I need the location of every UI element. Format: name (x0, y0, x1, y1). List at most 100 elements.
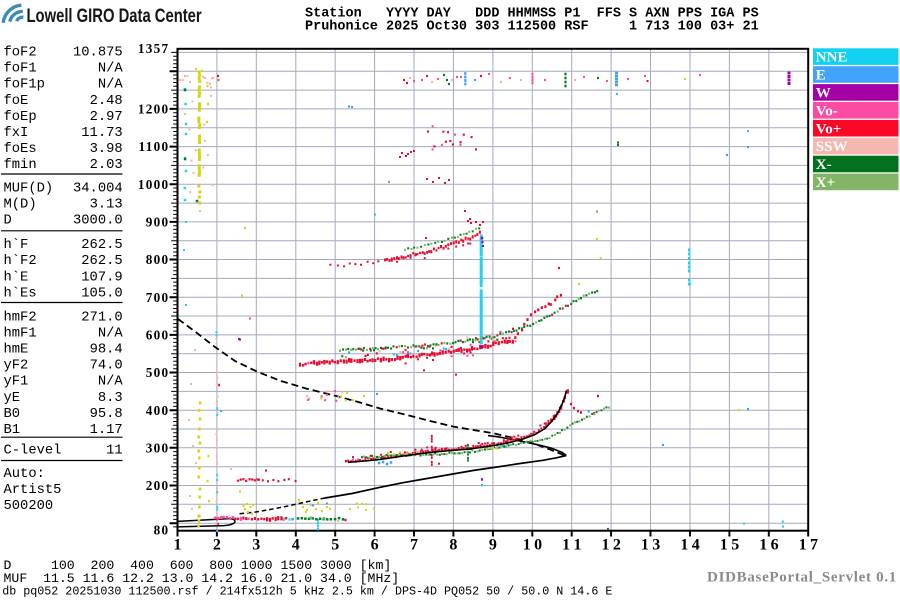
svg-text:1357: 1357 (138, 41, 170, 56)
svg-text:1000: 1000 (138, 177, 170, 192)
svg-text:11: 11 (106, 444, 123, 459)
svg-text:fxI: fxI (4, 125, 29, 141)
svg-text:Lowell GIRO Data Center: Lowell GIRO Data Center (27, 4, 202, 27)
svg-text:N/A: N/A (98, 325, 124, 341)
svg-text:Artist5: Artist5 (4, 482, 62, 498)
svg-text:foE: foE (4, 93, 29, 109)
svg-text:h`Es: h`Es (4, 285, 37, 301)
svg-text:MUF(D): MUF(D) (4, 180, 54, 196)
svg-text:1: 1 (641, 537, 649, 554)
svg-text:700: 700 (146, 290, 170, 305)
svg-text:2.03: 2.03 (90, 158, 123, 173)
svg-text:D: D (4, 214, 12, 229)
svg-text:200: 200 (146, 478, 170, 493)
svg-text:7: 7 (410, 537, 418, 554)
svg-text:yF1: yF1 (4, 375, 29, 390)
svg-text:10.875: 10.875 (73, 46, 123, 61)
svg-text:D 100 200 400 600 800: D 100 200 400 600 800 1000 1500 3000 [km… (4, 558, 392, 573)
svg-text:1: 1 (602, 537, 610, 554)
svg-text:5: 5 (331, 537, 339, 554)
svg-text:N/A: N/A (98, 374, 124, 390)
svg-text:300: 300 (146, 440, 170, 455)
svg-text:foF2: foF2 (4, 45, 37, 61)
svg-text:foEs: foEs (4, 141, 37, 157)
svg-text:yE: yE (4, 391, 21, 406)
svg-text:Vo+: Vo+ (816, 121, 842, 137)
svg-text:Auto:: Auto: (4, 467, 45, 482)
svg-text:Pruhonice 2025 Oct30 303 11250: Pruhonice 2025 Oct30 303 112500 RSF 1 71… (305, 20, 759, 35)
svg-text:400: 400 (146, 403, 170, 418)
svg-text:500: 500 (146, 365, 170, 380)
svg-text:74.0: 74.0 (90, 359, 123, 374)
svg-text:1: 1 (759, 537, 767, 554)
svg-text:h`F: h`F (4, 237, 29, 253)
svg-text:DIDBasePortal_Servlet 0.1: DIDBasePortal_Servlet 0.1 (707, 570, 897, 586)
svg-text:3.13: 3.13 (90, 197, 123, 212)
svg-text:db pq052 20251030 112500.rsf /: db pq052 20251030 112500.rsf / 214fx512h… (2, 585, 612, 599)
svg-text:foF1p: foF1p (4, 77, 45, 93)
svg-text:W: W (816, 86, 831, 102)
svg-text:yF2: yF2 (4, 359, 29, 374)
svg-text:1: 1 (523, 537, 531, 554)
svg-text:107.9: 107.9 (81, 270, 122, 285)
svg-text:1: 1 (720, 537, 728, 554)
svg-text:1200: 1200 (138, 102, 170, 117)
svg-text:2: 2 (613, 537, 621, 554)
svg-text:N/A: N/A (98, 77, 124, 93)
svg-text:hmF2: hmF2 (4, 309, 37, 325)
svg-text:B0: B0 (4, 407, 21, 422)
svg-text:800: 800 (146, 252, 170, 267)
svg-text:900: 900 (146, 215, 170, 230)
svg-text:MUF 11.5 11.6 12.2 13.0 14.2: MUF 11.5 11.6 12.2 13.0 14.2 16.0 21.0 3… (4, 571, 400, 586)
svg-text:0: 0 (534, 537, 542, 554)
svg-text:fmin: fmin (4, 157, 37, 173)
svg-text:7: 7 (810, 537, 818, 554)
svg-text:1: 1 (562, 537, 570, 554)
svg-text:11.73: 11.73 (81, 126, 122, 141)
svg-text:8: 8 (449, 537, 457, 554)
svg-text:hmE: hmE (4, 342, 29, 358)
svg-text:6: 6 (371, 537, 379, 554)
svg-text:2.97: 2.97 (90, 110, 123, 125)
svg-text:C-level: C-level (4, 443, 62, 459)
svg-text:600: 600 (146, 328, 170, 343)
svg-text:1: 1 (680, 537, 688, 554)
svg-text:6: 6 (771, 537, 779, 554)
svg-text:262.5: 262.5 (81, 254, 122, 269)
svg-text:1100: 1100 (139, 139, 170, 154)
svg-text:1: 1 (574, 537, 582, 554)
svg-text:8.3: 8.3 (98, 391, 123, 406)
svg-text:3: 3 (252, 537, 260, 554)
svg-text:5: 5 (731, 537, 739, 554)
svg-text:SSW: SSW (816, 139, 848, 155)
svg-text:Station YYYY DAY DDD HHMMS: Station YYYY DAY DDD HHMMSS P1 FFS S AXN… (305, 7, 759, 22)
svg-text:105.0: 105.0 (81, 286, 122, 301)
svg-text:Vo-: Vo- (816, 103, 838, 119)
svg-text:h`F2: h`F2 (4, 253, 37, 269)
svg-text:1: 1 (174, 537, 182, 554)
svg-text:foEp: foEp (4, 109, 37, 125)
svg-text:NNE: NNE (816, 50, 848, 66)
svg-text:3.98: 3.98 (90, 142, 123, 157)
svg-text:X-: X- (816, 157, 832, 173)
svg-text:hmF1: hmF1 (4, 325, 37, 341)
svg-text:E: E (816, 68, 826, 84)
svg-text:h`E: h`E (4, 269, 29, 285)
svg-text:N/A: N/A (98, 61, 124, 77)
svg-text:1.17: 1.17 (90, 423, 123, 438)
svg-text:2: 2 (213, 537, 221, 554)
svg-text:271.0: 271.0 (81, 310, 122, 325)
svg-text:262.5: 262.5 (81, 238, 122, 253)
svg-text:500200: 500200 (4, 499, 54, 514)
svg-text:98.4: 98.4 (90, 343, 123, 358)
svg-text:1: 1 (799, 537, 807, 554)
svg-text:2.48: 2.48 (90, 94, 123, 109)
svg-text:M(D): M(D) (4, 196, 37, 212)
svg-text:X+: X+ (816, 175, 835, 191)
svg-text:80: 80 (154, 522, 170, 537)
svg-text:9: 9 (489, 537, 497, 554)
svg-text:3: 3 (652, 537, 660, 554)
svg-text:4: 4 (292, 537, 300, 554)
svg-text:B1: B1 (4, 423, 21, 438)
svg-text:4: 4 (692, 537, 700, 554)
